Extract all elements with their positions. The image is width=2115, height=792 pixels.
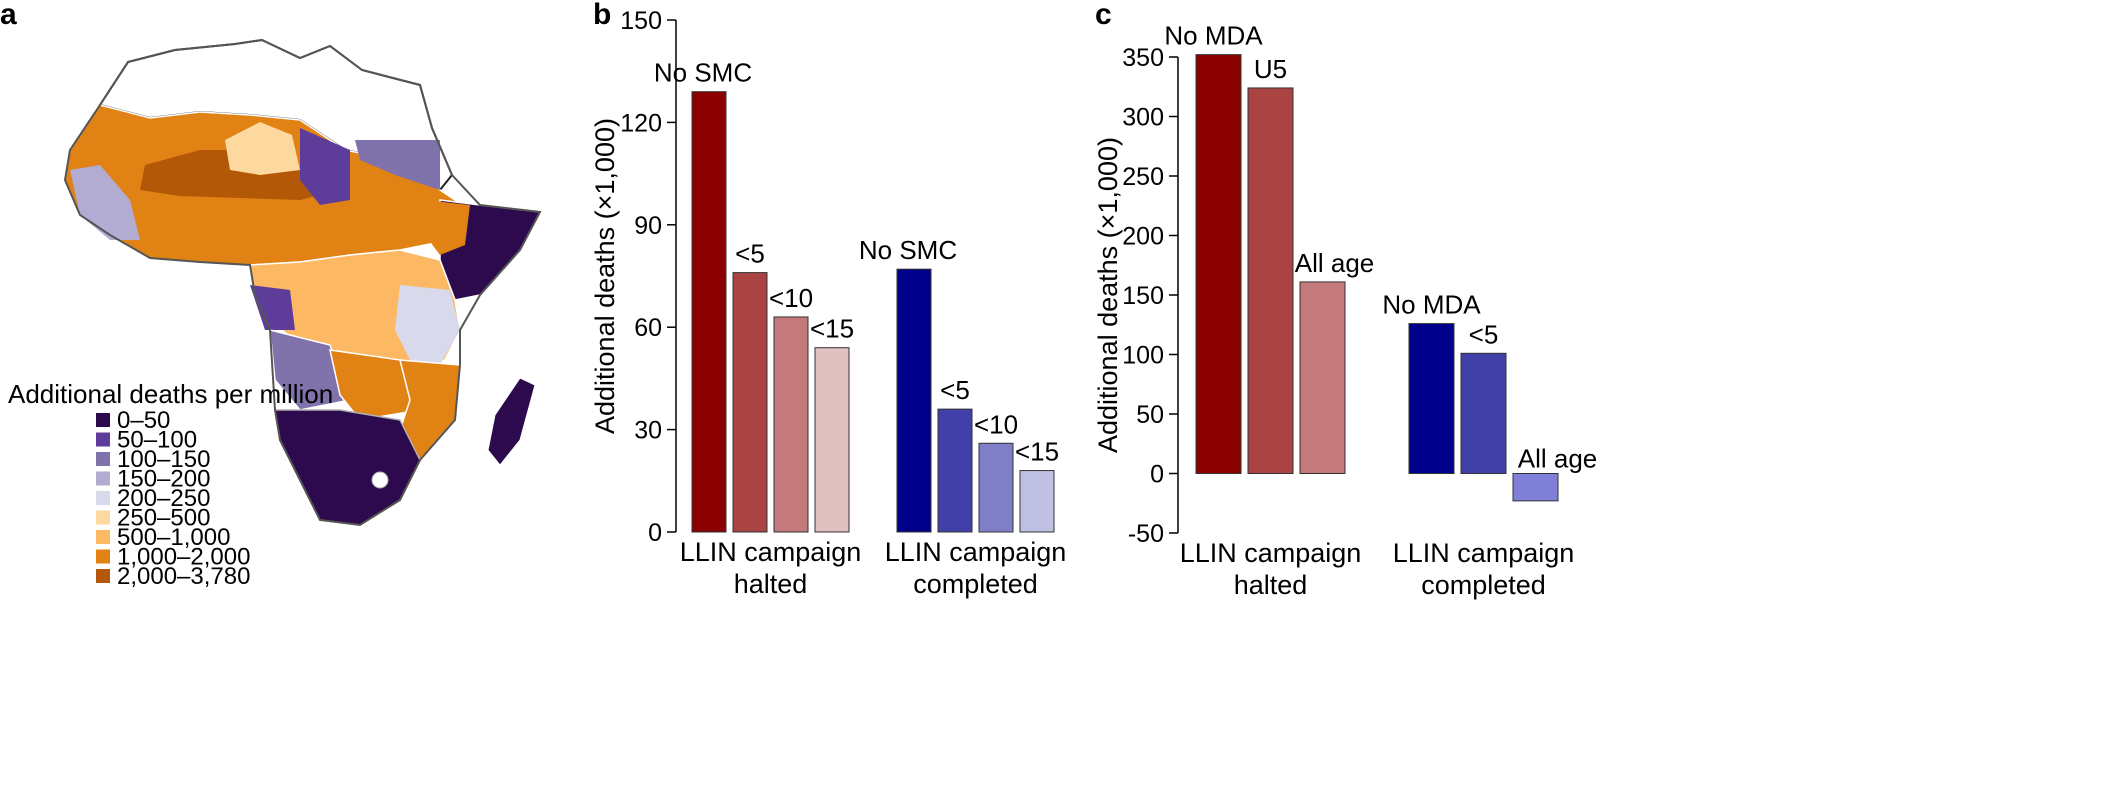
y-axis-title: Additional deaths (×1,000) <box>1093 137 1123 453</box>
y-tick-label: 300 <box>1122 104 1164 132</box>
lesotho-region <box>371 471 389 489</box>
group-label: LLIN campaign <box>1180 538 1362 568</box>
coast-west <box>70 165 140 240</box>
bar <box>773 316 809 533</box>
y-tick-label: 90 <box>634 212 662 240</box>
bar <box>937 408 973 533</box>
y-tick-label: 150 <box>620 7 662 35</box>
bar-value-label: No MDA <box>1382 290 1481 320</box>
y-tick-label: 30 <box>634 417 662 445</box>
y-tick-label: -50 <box>1128 520 1164 548</box>
bar <box>1299 281 1346 474</box>
group-label: LLIN campaign <box>1393 538 1575 568</box>
y-tick-label: 0 <box>1150 461 1164 489</box>
zambia-region <box>329 349 422 421</box>
africa-map <box>63 38 542 527</box>
bar-value-label: All age <box>1518 444 1598 474</box>
bar <box>1019 470 1055 533</box>
y-axis-title: Additional deaths (×1,000) <box>590 118 620 434</box>
y-tick-label: 50 <box>1136 401 1164 429</box>
y-tick-label: 120 <box>620 109 662 137</box>
sahel-band <box>140 150 340 200</box>
bar-value-label: <5 <box>940 375 970 405</box>
bar-value-label: <5 <box>735 239 765 269</box>
y-tick-label: 250 <box>1122 163 1164 191</box>
bar-value-label: <15 <box>1015 437 1059 467</box>
y-tick-label: 200 <box>1122 223 1164 251</box>
sudan-region <box>300 128 350 205</box>
y-tick-label: 150 <box>1122 282 1164 310</box>
bar <box>1512 473 1559 502</box>
group-label: halted <box>1234 570 1308 600</box>
group-label: completed <box>913 569 1038 599</box>
bar <box>1195 54 1242 475</box>
bar <box>691 91 727 533</box>
panel-b-letter: b <box>593 0 612 31</box>
bar <box>732 272 768 533</box>
panel-c-letter: c <box>1095 0 1112 31</box>
bar-value-label: No MDA <box>1164 21 1263 51</box>
bar-value-label: U5 <box>1254 54 1287 84</box>
bar-value-label: All age <box>1295 248 1375 278</box>
bar <box>814 347 850 533</box>
group-label: halted <box>734 569 808 599</box>
bar <box>896 268 932 533</box>
continent-outline <box>63 38 542 527</box>
group-label: completed <box>1421 570 1546 600</box>
bar-value-label: <10 <box>974 409 1018 439</box>
bar-value-label: No SMC <box>859 235 957 265</box>
bar-value-label: <15 <box>810 314 854 344</box>
y-tick-label: 60 <box>634 314 662 342</box>
bar <box>1408 323 1455 474</box>
bar-value-label: <5 <box>1469 319 1499 349</box>
panel-a-letter: a <box>0 0 17 31</box>
bar-value-label: No SMC <box>654 58 752 88</box>
madagascar-region <box>487 377 536 466</box>
gabon-region <box>250 285 295 330</box>
group-label: LLIN campaign <box>680 537 862 567</box>
east-central-region <box>395 285 460 365</box>
y-tick-label: 100 <box>1122 342 1164 370</box>
y-tick-label: 0 <box>648 519 662 547</box>
ethiopia-region <box>425 200 470 255</box>
bar <box>1247 87 1294 474</box>
y-tick-label: 350 <box>1122 44 1164 72</box>
algeria-niger-region <box>225 122 300 175</box>
bar <box>978 442 1014 533</box>
egypt-region <box>355 140 440 190</box>
bar-value-label: <10 <box>769 283 813 313</box>
bar <box>1460 352 1507 474</box>
group-label: LLIN campaign <box>885 537 1067 567</box>
